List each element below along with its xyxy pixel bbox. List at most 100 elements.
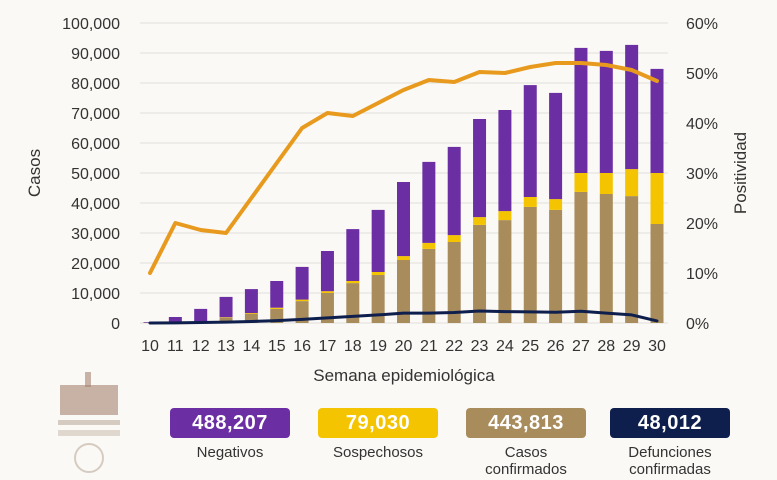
bar-negativos: [498, 110, 512, 212]
y-tick-label: 90,000: [71, 46, 120, 63]
sospechosos-total: 79,030: [318, 408, 438, 438]
bar-sospechosos: [320, 291, 334, 293]
y-tick-label: 10,000: [71, 286, 120, 303]
bar-negativos: [625, 44, 639, 170]
bar-negativos: [473, 119, 487, 218]
x-tick-label: 13: [217, 338, 235, 355]
bar-casos-confirmados: [397, 260, 410, 323]
bar-casos-confirmados: [320, 293, 334, 323]
y-tick-label: 100,000: [62, 16, 120, 33]
x-tick-label: 18: [344, 338, 362, 355]
bar-casos-confirmados: [574, 191, 588, 323]
legend-sospechosos: 79,030 Sospechosos: [318, 408, 438, 461]
y-tick-label: 40,000: [71, 196, 120, 213]
y-axis-label: Casos: [25, 149, 44, 197]
legend-negativos: 488,207 Negativos: [170, 408, 290, 461]
x-axis-label: Semana epidemiológica: [313, 366, 495, 385]
x-tick-label: 23: [471, 338, 489, 355]
bar-sospechosos: [523, 197, 537, 207]
bar-negativos: [599, 50, 613, 173]
x-tick-label: 21: [420, 338, 438, 355]
negativos-label: Negativos: [196, 444, 264, 461]
y-tick-label: 60,000: [71, 136, 120, 153]
bar-casos-confirmados: [219, 317, 233, 323]
bar-sospechosos: [447, 235, 461, 242]
y-tick-label: 20,000: [71, 256, 120, 273]
x-tick-label: 10: [141, 338, 159, 355]
line-positividad: [148, 61, 659, 275]
bar-negativos: [397, 182, 410, 257]
bar-sospechosos: [650, 173, 664, 224]
bar-casos-confirmados: [498, 220, 512, 323]
bar-sospechosos: [473, 217, 487, 225]
bar-negativos: [219, 296, 233, 318]
x-tick-label: 22: [445, 338, 463, 355]
x-tick-label: 14: [243, 338, 261, 355]
legend-confirmados: 443,813 Casos confirmados: [466, 408, 586, 478]
bar-negativos: [650, 68, 664, 173]
y-tick-label: 80,000: [71, 76, 120, 93]
defunciones-label: Defunciones confirmadas: [628, 444, 712, 478]
y2-tick-label: 60%: [686, 16, 718, 33]
x-tick-label: 29: [623, 338, 641, 355]
y2-tick-label: 40%: [686, 116, 718, 133]
negativos-total: 488,207: [170, 408, 290, 438]
y2-axis-label: Positividad: [731, 132, 750, 214]
bar-casos-confirmados: [650, 224, 664, 323]
y2-tick-label: 30%: [686, 166, 718, 183]
y-tick-label: 30,000: [71, 226, 120, 243]
bar-negativos: [371, 209, 385, 272]
x-tick-label: 15: [268, 338, 286, 355]
legend-defunciones: 48,012 Defunciones confirmadas: [610, 408, 730, 478]
y2-tick-label: 50%: [686, 66, 718, 83]
y-tick-label: 50,000: [71, 166, 120, 183]
x-tick-label: 25: [521, 338, 539, 355]
x-tick-label: 26: [547, 338, 565, 355]
bar-sospechosos: [498, 211, 512, 221]
bar-sospechosos: [371, 272, 385, 275]
bar-negativos: [320, 251, 334, 292]
bar-sospechosos: [625, 169, 639, 197]
bar-casos-confirmados: [549, 209, 563, 323]
bar-sospechosos: [549, 199, 563, 210]
bar-negativos: [574, 47, 588, 173]
bar-casos-confirmados: [473, 224, 487, 323]
x-tick-label: 30: [648, 338, 666, 355]
bar-casos-confirmados: [295, 301, 309, 323]
bar-negativos: [346, 229, 360, 281]
bar-negativos: [549, 92, 563, 200]
confirmados-label: Casos confirmados: [485, 444, 567, 478]
chart: 0 10,000 20,000 30,000 40,000 50,000 60,000 70,…: [25, 16, 750, 385]
line-defunciones-confirmadas: [148, 309, 659, 325]
x-tick-label: 24: [496, 338, 514, 355]
bar-negativos: [447, 146, 461, 236]
bar-casos-confirmados: [625, 196, 639, 323]
bar-casos-confirmados: [346, 283, 360, 323]
bar-negativos: [295, 266, 309, 300]
x-tick-label: 12: [192, 338, 210, 355]
bar-sospechosos: [422, 242, 436, 249]
defunciones-total: 48,012: [610, 408, 730, 438]
x-tick-label: 20: [395, 338, 413, 355]
bar-casos-confirmados: [447, 242, 461, 323]
x-tick-label: 17: [319, 338, 337, 355]
y2-tick-label: 20%: [686, 216, 718, 233]
x-tick-label: 28: [597, 338, 615, 355]
bar-casos-confirmados: [523, 206, 537, 323]
bar-sospechosos: [244, 313, 258, 314]
x-tick-label: 27: [572, 338, 590, 355]
y-tick-label: 70,000: [71, 106, 120, 123]
bar-negativos: [194, 308, 208, 322]
y2-tick-label: 0%: [686, 316, 709, 333]
x-tick-label: 19: [369, 338, 387, 355]
y-tick-label: 0: [111, 316, 120, 333]
bar-casos-confirmados: [422, 248, 436, 323]
government-logo: [55, 370, 125, 475]
bar-negativos: [168, 317, 182, 323]
bar-sospechosos: [574, 173, 588, 192]
sospechosos-label: Sospechosos: [332, 444, 424, 461]
bar-sospechosos: [599, 173, 613, 194]
bar-sospechosos: [397, 256, 410, 260]
bar-negativos: [244, 289, 258, 314]
bar-casos-confirmados: [371, 275, 385, 323]
